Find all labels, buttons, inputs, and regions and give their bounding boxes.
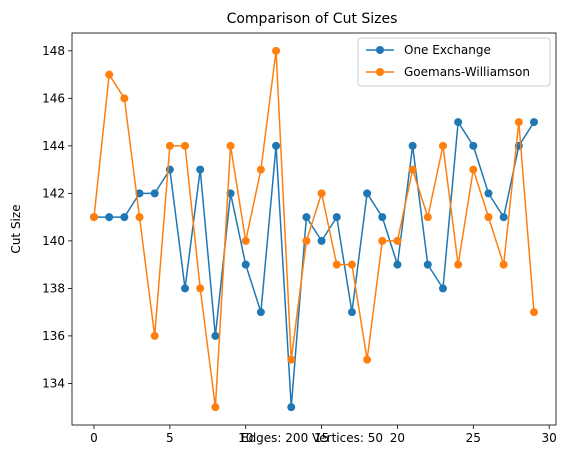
- chart-title: Comparison of Cut Sizes: [227, 11, 398, 27]
- data-point: [530, 308, 538, 316]
- y-tick-label: 134: [42, 376, 65, 390]
- data-point: [287, 356, 295, 364]
- data-point: [439, 142, 447, 150]
- data-point: [424, 261, 432, 269]
- data-point: [393, 261, 401, 269]
- legend-swatch-marker: [376, 46, 384, 54]
- data-point: [363, 189, 371, 197]
- data-point: [454, 261, 462, 269]
- data-point: [318, 237, 326, 245]
- data-point: [181, 284, 189, 292]
- y-tick-label: 146: [42, 91, 65, 105]
- data-point: [530, 118, 538, 126]
- y-tick-label: 144: [42, 139, 65, 153]
- data-point: [105, 213, 113, 221]
- y-tick-label: 140: [42, 234, 65, 248]
- data-point: [333, 213, 341, 221]
- data-point: [272, 47, 280, 55]
- x-tick-label: 30: [542, 431, 557, 445]
- data-point: [484, 189, 492, 197]
- data-point: [196, 166, 204, 174]
- data-point: [302, 237, 310, 245]
- x-tick-label: 0: [90, 431, 98, 445]
- data-point: [302, 213, 310, 221]
- x-tick-label: 25: [466, 431, 481, 445]
- legend-label: One Exchange: [404, 43, 491, 57]
- data-point: [454, 118, 462, 126]
- data-point: [318, 189, 326, 197]
- data-point: [378, 213, 386, 221]
- data-point: [272, 142, 280, 150]
- data-point: [409, 166, 417, 174]
- data-point: [242, 261, 250, 269]
- data-point: [348, 261, 356, 269]
- data-point: [287, 403, 295, 411]
- legend-swatch-marker: [376, 68, 384, 76]
- y-tick-label: 148: [42, 44, 65, 58]
- data-point: [120, 213, 128, 221]
- data-point: [515, 118, 523, 126]
- data-point: [90, 213, 98, 221]
- data-point: [211, 332, 219, 340]
- y-axis-label: Cut Size: [9, 204, 23, 253]
- data-point: [424, 213, 432, 221]
- data-point: [151, 189, 159, 197]
- data-point: [136, 213, 144, 221]
- data-point: [348, 308, 356, 316]
- data-point: [409, 142, 417, 150]
- data-point: [151, 332, 159, 340]
- data-point: [120, 94, 128, 102]
- x-tick-label: 5: [166, 431, 174, 445]
- data-point: [500, 213, 508, 221]
- data-point: [469, 166, 477, 174]
- data-point: [469, 142, 477, 150]
- data-point: [242, 237, 250, 245]
- data-point: [211, 403, 219, 411]
- data-point: [500, 261, 508, 269]
- data-point: [363, 356, 371, 364]
- y-tick-label: 138: [42, 281, 65, 295]
- data-point: [196, 284, 204, 292]
- x-axis-label: Edges: 200 Vertices: 50: [241, 431, 383, 445]
- data-point: [227, 142, 235, 150]
- data-point: [484, 213, 492, 221]
- legend-label: Goemans-Williamson: [404, 65, 530, 79]
- data-point: [257, 308, 265, 316]
- y-tick-label: 142: [42, 186, 65, 200]
- x-tick-label: 20: [390, 431, 405, 445]
- data-point: [333, 261, 341, 269]
- data-point: [105, 71, 113, 79]
- data-point: [393, 237, 401, 245]
- data-point: [378, 237, 386, 245]
- data-point: [181, 142, 189, 150]
- data-point: [439, 284, 447, 292]
- legend: One Exchange Goemans-Williamson: [358, 38, 550, 86]
- data-point: [257, 166, 265, 174]
- data-point: [166, 142, 174, 150]
- y-tick-label: 136: [42, 329, 65, 343]
